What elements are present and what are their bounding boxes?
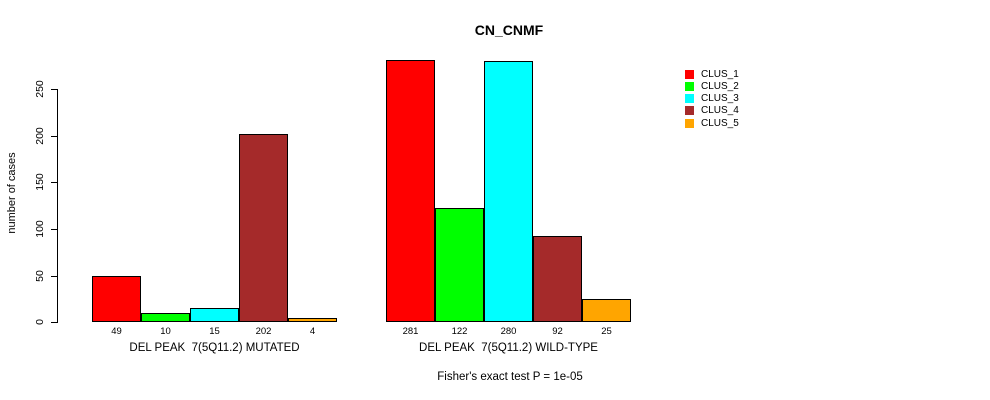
y-tick-label: 50 (34, 270, 46, 282)
bar-value-label: 49 (111, 326, 122, 337)
legend-label: CLUS_5 (701, 117, 739, 129)
legend-swatch-icon (685, 94, 694, 104)
legend-item-clus_1: CLUS_1 (685, 68, 739, 80)
y-tick-label: 250 (34, 80, 46, 98)
y-tick-mark (51, 322, 57, 323)
y-tick-label: 150 (34, 173, 46, 191)
bar-value-label: 281 (402, 326, 419, 337)
bar-clus_2-group1 (141, 313, 190, 322)
y-tick-mark (51, 276, 57, 277)
legend-item-clus_4: CLUS_4 (685, 105, 739, 117)
legend-item-clus_2: CLUS_2 (685, 80, 739, 92)
bar-clus_5-group2 (582, 299, 631, 322)
group-label-mutated: DEL PEAK 7(5Q11.2) MUTATED (129, 342, 300, 354)
bar-clus_4-group2 (533, 236, 582, 322)
y-tick-label: 0 (34, 319, 46, 325)
bar-value-label: 122 (451, 326, 468, 337)
legend-swatch-icon (685, 118, 694, 128)
y-axis-title: number of cases (6, 152, 18, 234)
bar-clus_2-group2 (435, 208, 484, 322)
bar-value-label: 202 (255, 326, 272, 337)
legend-label: CLUS_1 (701, 68, 739, 80)
bar-clus_1-group1 (92, 276, 141, 322)
bar-value-label: 280 (500, 326, 517, 337)
bar-value-label: 4 (309, 326, 316, 337)
legend-swatch-icon (685, 106, 694, 116)
bar-value-label: 15 (209, 326, 220, 337)
legend-item-clus_5: CLUS_5 (685, 117, 739, 129)
y-tick-label: 100 (34, 220, 46, 238)
y-tick-mark (51, 229, 57, 230)
fisher-test-annotation: Fisher's exact test P = 1e-05 (437, 371, 583, 383)
bar-clus_4-group1 (239, 134, 288, 322)
y-tick-mark (51, 136, 57, 137)
legend-label: CLUS_2 (701, 80, 739, 92)
bar-clus_3-group2 (484, 61, 533, 322)
group-label-wildtype: DEL PEAK 7(5Q11.2) WILD-TYPE (419, 342, 598, 354)
y-tick-mark (51, 89, 57, 90)
bar-clus_5-group1 (288, 318, 337, 322)
bar-value-label: 92 (552, 326, 563, 337)
y-tick-mark (51, 182, 57, 183)
bar-clus_1-group2 (386, 60, 435, 322)
bar-clus_3-group1 (190, 308, 239, 322)
bar-value-label: 25 (601, 326, 612, 337)
legend-item-clus_3: CLUS_3 (685, 93, 739, 105)
bar-value-label: 10 (160, 326, 171, 337)
y-axis-line (57, 89, 58, 323)
chart-title: CN_CNMF (474, 22, 544, 38)
legend-label: CLUS_4 (701, 105, 739, 117)
y-tick-label: 200 (34, 127, 46, 145)
legend-swatch-icon (685, 69, 694, 79)
legend-label: CLUS_3 (701, 93, 739, 105)
legend-swatch-icon (685, 81, 694, 91)
